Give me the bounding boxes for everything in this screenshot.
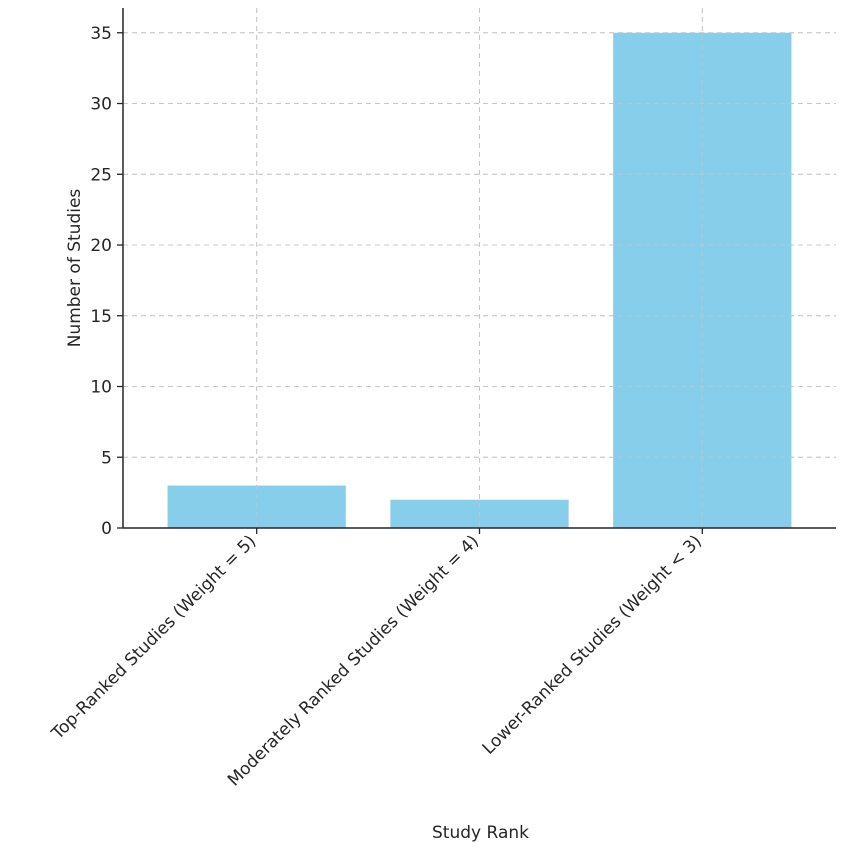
y-axis-title: Number of Studies bbox=[65, 189, 85, 348]
x-tick-labels: Top-Ranked Studies (Weight = 5)Moderatel… bbox=[47, 531, 706, 790]
x-tick-label: Top-Ranked Studies (Weight = 5) bbox=[47, 531, 260, 744]
y-tick-label: 35 bbox=[90, 24, 112, 44]
y-tick-label: 15 bbox=[90, 307, 112, 327]
x-axis-title: Study Rank bbox=[432, 823, 529, 843]
y-tick-label: 0 bbox=[101, 519, 112, 539]
y-tick-labels: 0 5 10 15 20 25 30 35 bbox=[90, 24, 112, 539]
x-tick-label: Moderately Ranked Studies (Weight = 4) bbox=[224, 531, 483, 790]
bars bbox=[123, 8, 836, 529]
y-tick-label: 10 bbox=[90, 378, 112, 398]
y-tick-label: 20 bbox=[90, 236, 112, 256]
axes bbox=[117, 8, 836, 534]
x-tick-label: Lower-Ranked Studies (Weight < 3) bbox=[479, 531, 706, 758]
y-tick-label: 25 bbox=[90, 165, 112, 185]
y-tick-label: 30 bbox=[90, 95, 112, 115]
y-tick-label: 5 bbox=[101, 448, 112, 468]
